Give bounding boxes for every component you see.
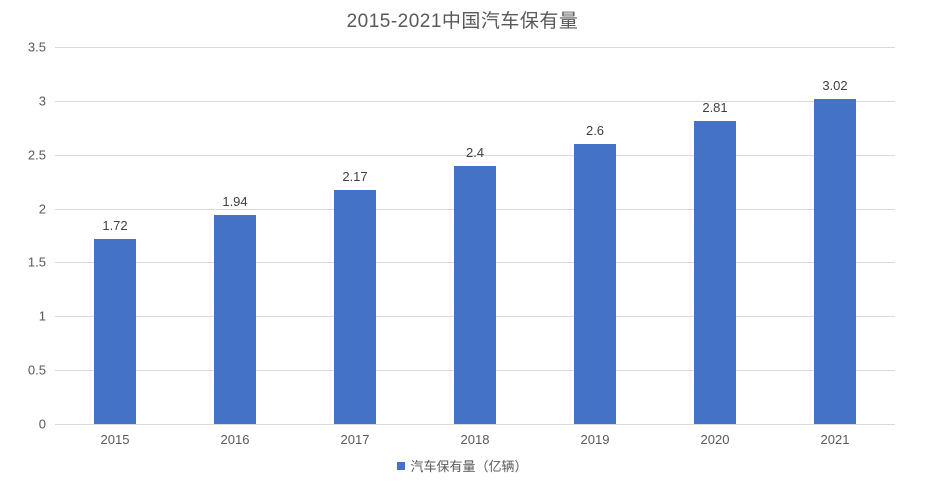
bar-data-label: 3.02	[822, 77, 848, 93]
y-tick-label: 3.5	[27, 39, 46, 55]
bar-2015	[94, 238, 136, 424]
x-tick-label: 2015	[100, 432, 130, 447]
legend: 汽车保有量（亿辆）	[0, 456, 925, 475]
bar-data-label: 2.17	[342, 169, 368, 185]
bar-data-label: 1.72	[102, 217, 128, 233]
bar-data-label: 2.6	[585, 122, 605, 138]
bar-2018	[454, 165, 496, 424]
x-tick-label: 2018	[460, 432, 490, 447]
plot-area: 1.72 1.94 2.17 2.4 2.6 2.81 3.02	[55, 47, 895, 425]
bar-data-label: 2.81	[702, 100, 728, 116]
chart-title: 2015-2021中国汽车保有量	[346, 11, 579, 32]
x-tick-label: 2021	[820, 432, 850, 447]
gridline	[55, 47, 895, 48]
y-tick-label: 1	[38, 308, 46, 324]
legend-item: 汽车保有量（亿辆）	[397, 456, 528, 475]
y-tick-label: 0	[38, 416, 46, 432]
x-tick-label: 2020	[700, 432, 730, 447]
gridline	[55, 154, 895, 156]
bar-2021	[814, 98, 856, 424]
bar-2017	[334, 190, 376, 424]
y-tick-label: 2.5	[27, 147, 46, 163]
x-tick-label: 2016	[220, 432, 250, 447]
gridline	[55, 100, 895, 102]
bar-data-label: 1.94	[222, 194, 248, 210]
x-tick-label: 2017	[340, 432, 370, 447]
y-tick-label: 0.5	[27, 362, 46, 378]
legend-label: 汽车保有量（亿辆）	[410, 459, 528, 474]
gridline	[55, 424, 895, 425]
bar-2016	[214, 215, 256, 424]
bar-2020	[694, 121, 736, 424]
bar-data-label: 2.4	[465, 144, 485, 160]
y-tick-label: 2	[38, 201, 46, 217]
y-tick-label: 1.5	[27, 254, 46, 270]
x-tick-label: 2019	[580, 432, 610, 447]
legend-marker-icon	[397, 461, 406, 470]
y-tick-label: 3	[38, 93, 46, 109]
bar-2019	[574, 143, 616, 424]
